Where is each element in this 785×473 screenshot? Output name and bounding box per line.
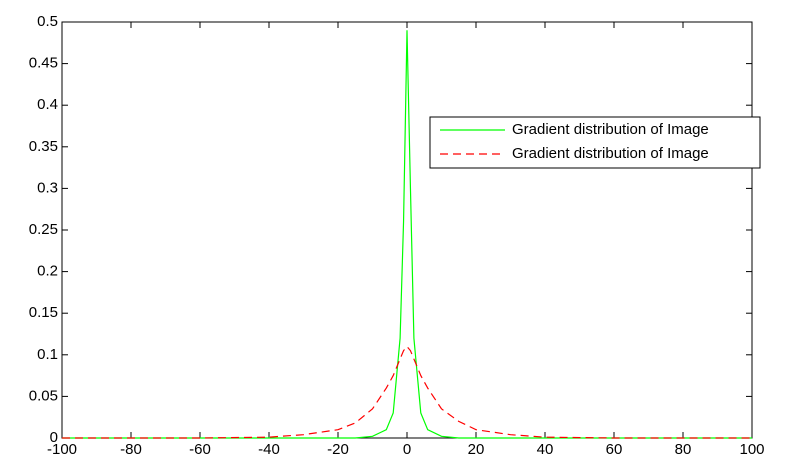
y-tick-label: 0.1	[37, 346, 58, 363]
x-tick-label: -80	[120, 441, 142, 458]
legend-box	[429, 116, 761, 169]
x-tick-label: -60	[189, 441, 211, 458]
x-tick-label: -100	[47, 441, 77, 458]
x-tick-label: 100	[739, 441, 764, 458]
y-tick-label: 0.25	[29, 221, 58, 238]
series-line	[62, 30, 752, 439]
plot-area	[61, 21, 753, 439]
x-tick-label: 60	[606, 441, 623, 458]
legend-label: Gradient distribution of Image	[512, 145, 709, 162]
y-tick-label: 0.4	[37, 96, 58, 113]
x-tick-label: 20	[468, 441, 485, 458]
legend-label: Gradient distribution of Image	[512, 121, 709, 138]
y-tick-label: 0.3	[37, 179, 58, 196]
x-tick-label: -20	[327, 441, 349, 458]
y-tick-label: 0.45	[29, 55, 58, 72]
y-tick-label: 0.05	[29, 387, 58, 404]
series-line	[62, 345, 752, 439]
x-tick-label: 40	[537, 441, 554, 458]
x-tick-label: 0	[403, 441, 411, 458]
x-tick-label: 80	[675, 441, 692, 458]
y-tick-label: 0	[50, 429, 58, 446]
y-tick-label: 0.5	[37, 13, 58, 30]
y-tick-label: 0.35	[29, 138, 58, 155]
y-tick-label: 0.15	[29, 304, 58, 321]
x-tick-label: -40	[258, 441, 280, 458]
y-tick-label: 0.2	[37, 263, 58, 280]
